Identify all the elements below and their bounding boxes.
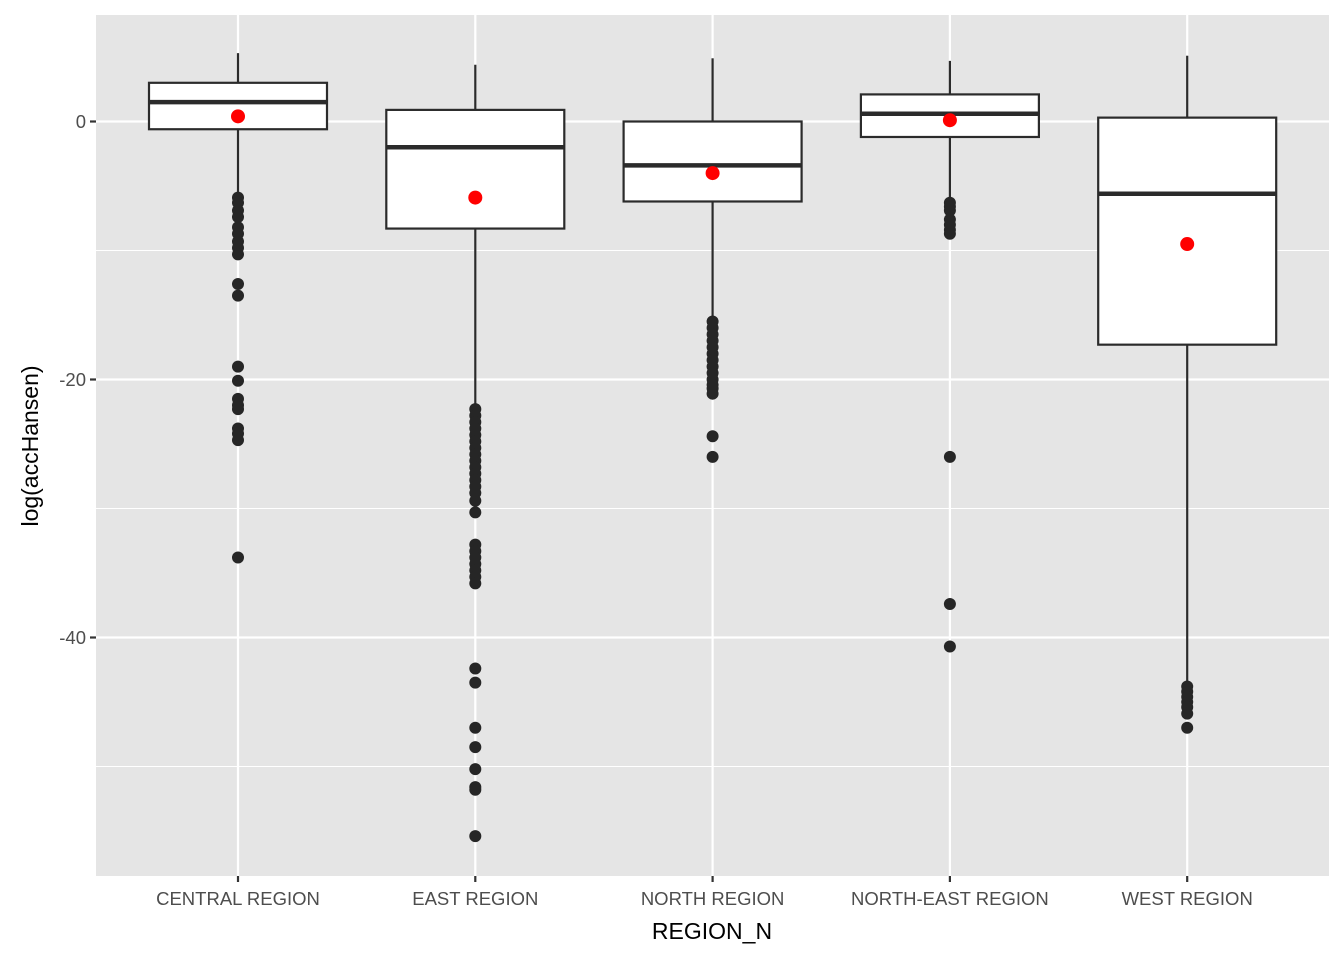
outlier-point: [232, 374, 244, 387]
box-group: [147, 53, 329, 564]
outlier-point: [1181, 721, 1194, 734]
outlier-point: [469, 721, 482, 734]
box-group: [622, 58, 803, 463]
outlier-point: [943, 597, 956, 610]
x-tick-label: NORTH REGION: [641, 888, 785, 909]
outlier-point: [232, 434, 244, 447]
outlier-point: [469, 783, 482, 796]
mean-point: [942, 113, 957, 128]
outlier-point: [232, 278, 244, 291]
y-tick-label: 0: [76, 111, 86, 132]
x-tick-label: EAST REGION: [412, 888, 538, 909]
outlier-point: [232, 248, 244, 261]
outlier-point: [943, 640, 956, 653]
outlier-point: [469, 577, 482, 590]
y-tick-label: -20: [59, 369, 86, 390]
outlier-point: [232, 403, 244, 416]
x-tick-label: WEST REGION: [1122, 888, 1253, 909]
mean-point: [1180, 237, 1195, 252]
outlier-point: [232, 551, 244, 564]
mean-point: [705, 166, 720, 181]
outlier-point: [232, 360, 244, 373]
outlier-point: [706, 430, 719, 443]
outlier-point: [1181, 707, 1194, 720]
x-axis-title: REGION_N: [652, 918, 772, 944]
outlier-point: [469, 763, 482, 776]
mean-point: [468, 190, 483, 205]
mean-point: [231, 109, 245, 124]
outlier-point: [943, 227, 956, 240]
outlier-point: [469, 506, 482, 519]
y-axis: 0 -20 -40: [59, 111, 96, 648]
outlier-point: [469, 494, 482, 507]
x-tick-label: CENTRAL REGION: [156, 888, 320, 909]
outlier-point: [706, 450, 719, 463]
outlier-point: [943, 204, 956, 217]
box-group: [1097, 55, 1278, 734]
boxes-layer: [147, 53, 1278, 843]
outlier-point: [469, 830, 482, 843]
outlier-point: [706, 387, 719, 400]
box-iqr: [1097, 116, 1278, 346]
box-group: [385, 64, 566, 843]
box-group: [859, 60, 1041, 653]
x-tick-label: NORTH-EAST REGION: [851, 888, 1049, 909]
y-tick-label: -40: [59, 627, 86, 648]
outlier-point: [232, 210, 244, 223]
outlier-point: [469, 662, 482, 675]
outlier-point: [943, 450, 956, 463]
y-axis-title: log(accHansen): [17, 365, 43, 526]
box-iqr: [385, 108, 566, 230]
outlier-point: [232, 289, 244, 302]
outlier-point: [469, 741, 482, 754]
box-iqr: [622, 120, 803, 203]
x-axis: CENTRAL REGION EAST REGION NORTH REGION NOR…: [156, 876, 1253, 909]
outlier-point: [469, 676, 482, 689]
